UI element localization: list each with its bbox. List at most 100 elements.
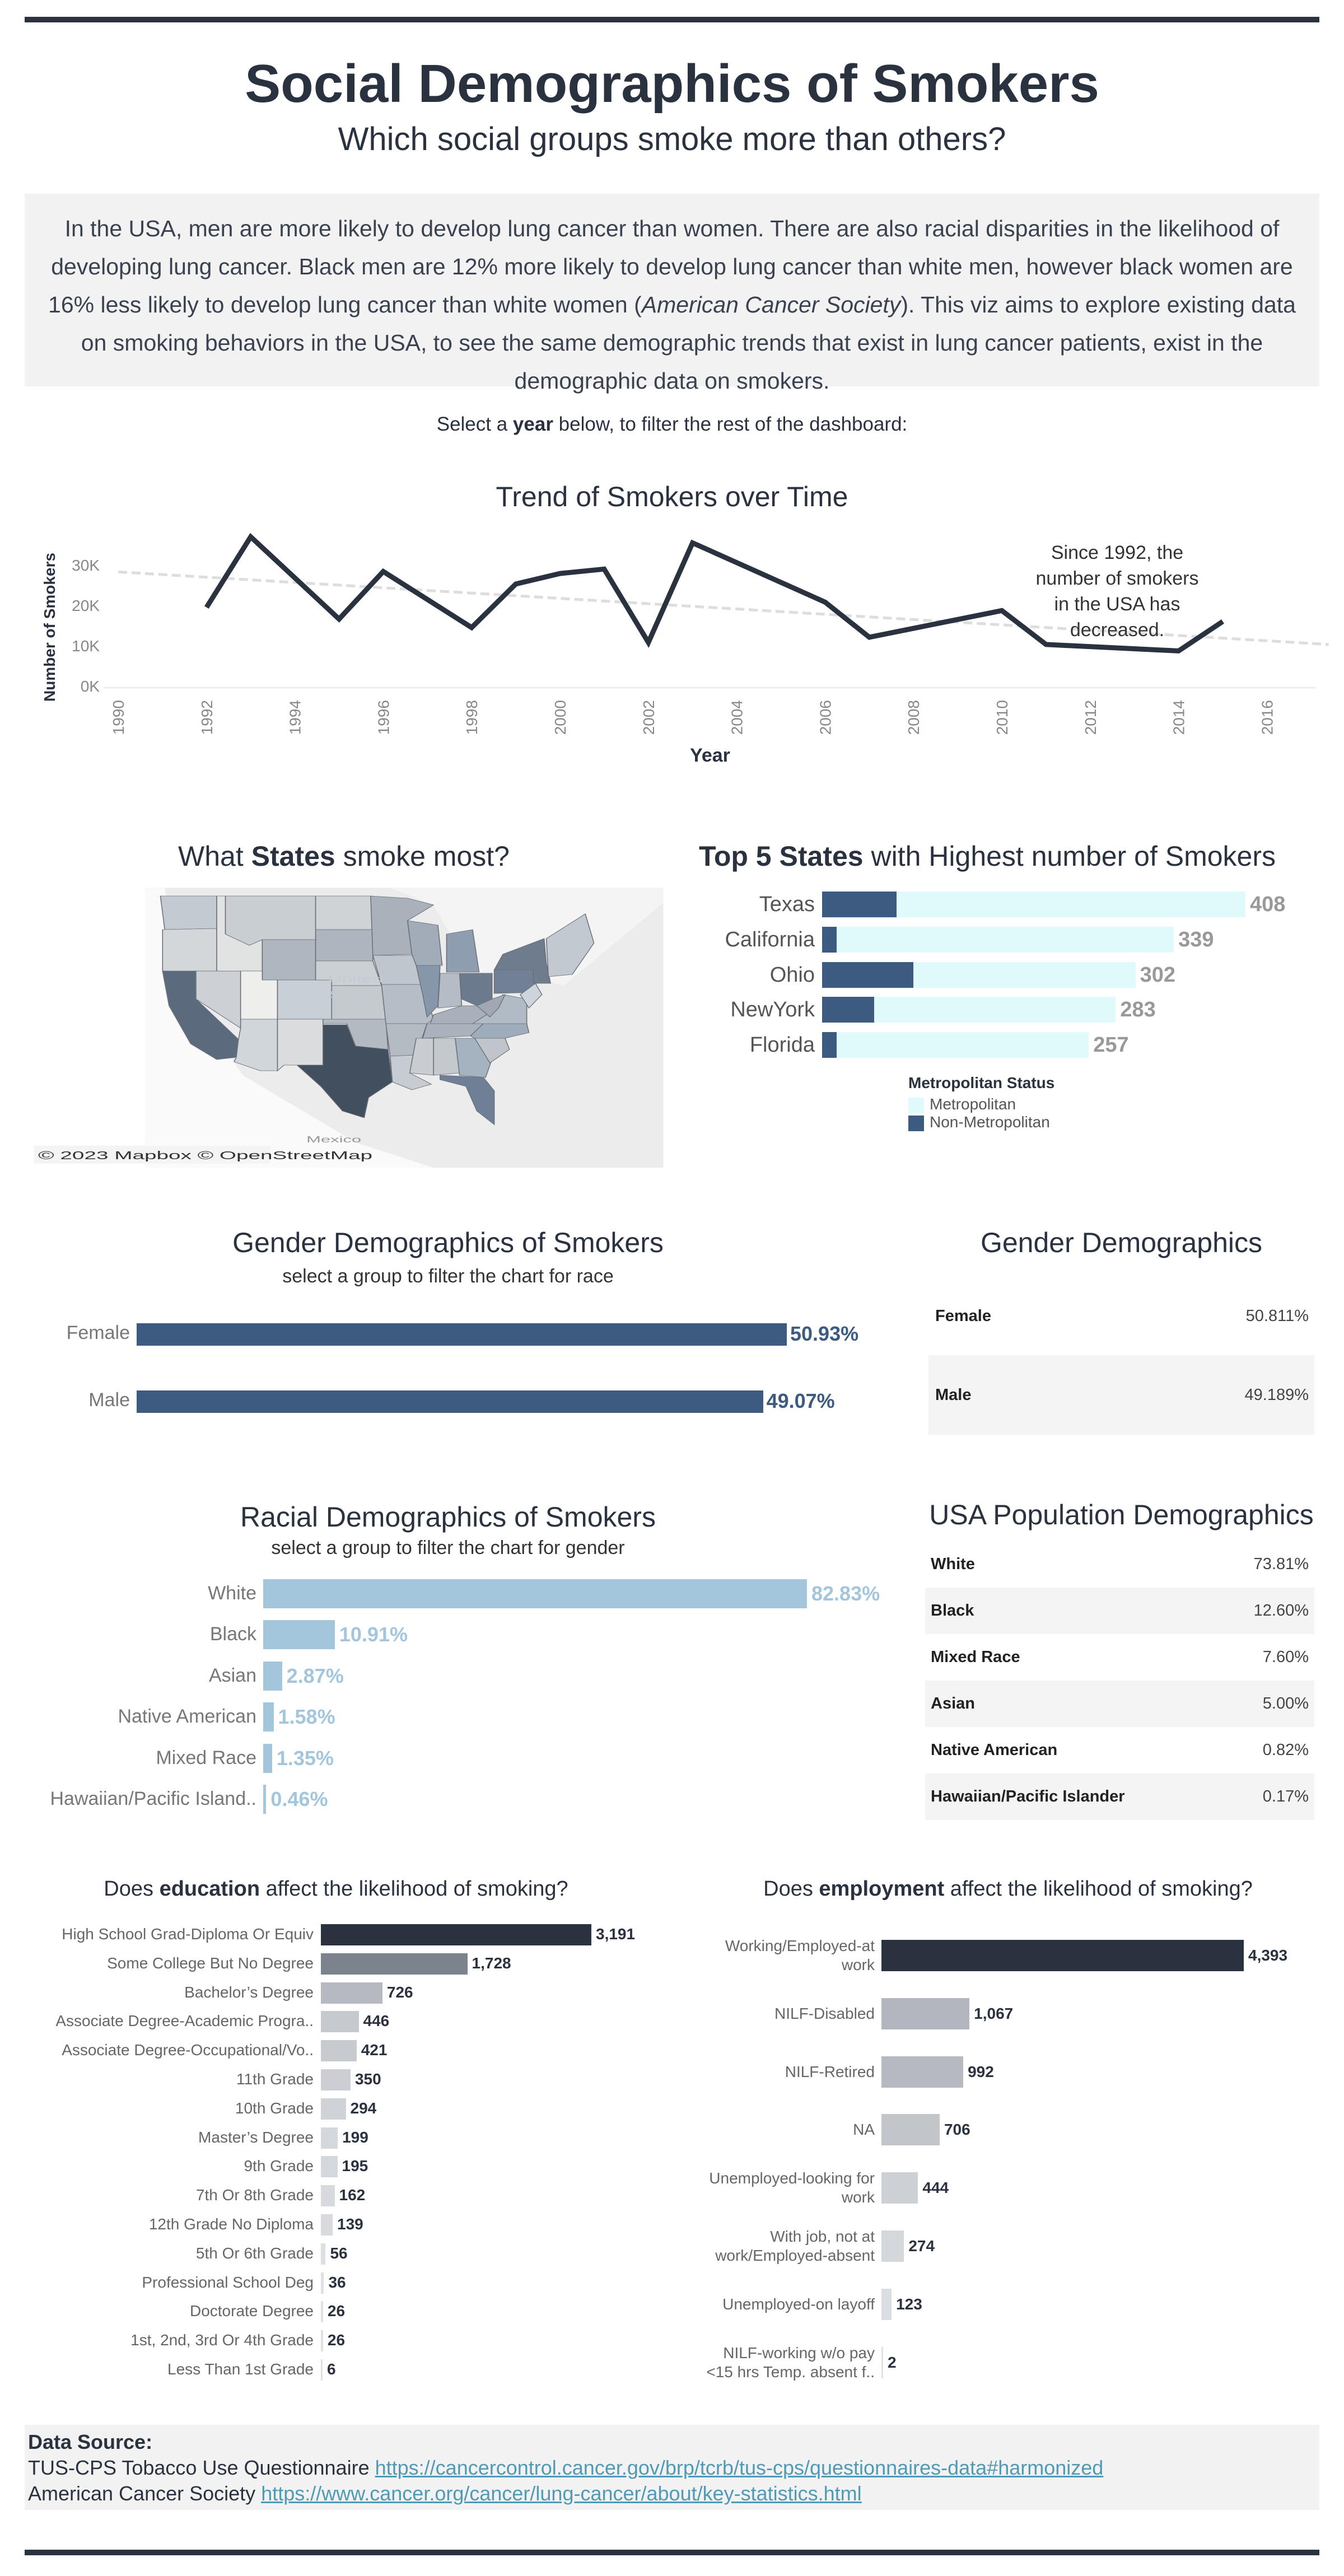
x-tick-label: 2012 <box>1082 700 1099 735</box>
employment-bar[interactable] <box>881 2172 918 2204</box>
source-link[interactable]: https://www.cancer.org/cancer/lung-cance… <box>261 2482 862 2505</box>
state-mi[interactable] <box>446 929 480 973</box>
employment-bar[interactable] <box>881 2346 883 2378</box>
race-bar[interactable] <box>263 1743 272 1773</box>
bar-metropolitan[interactable] <box>897 892 1245 917</box>
employment-bar[interactable] <box>881 2056 964 2088</box>
bar-metropolitan[interactable] <box>836 1032 1089 1058</box>
education-bar[interactable] <box>321 2243 326 2265</box>
source-link[interactable]: https://cancercontrol.cancer.gov/brp/tcr… <box>375 2456 1104 2479</box>
state-mo[interactable] <box>381 984 435 1024</box>
race-bar[interactable] <box>263 1785 267 1814</box>
annotation-line: Since 1992, the <box>1051 542 1183 563</box>
gender-bar[interactable] <box>137 1323 787 1346</box>
state-or[interactable] <box>162 928 217 972</box>
bar-metropolitan[interactable] <box>836 927 1174 953</box>
states-map[interactable]: United States Mexico © 2023 Mapbox © Ope… <box>0 829 672 1176</box>
employment-bar[interactable] <box>881 1940 1244 1971</box>
gender-label: Male <box>88 1389 130 1411</box>
state-ny[interactable] <box>493 938 552 984</box>
education-bar[interactable] <box>321 2272 324 2294</box>
state-wv[interactable] <box>476 994 506 1018</box>
bar-non-metropolitan[interactable] <box>822 997 874 1023</box>
title-bold: education <box>159 1877 260 1901</box>
gender-bar[interactable] <box>137 1390 763 1413</box>
state-nd[interactable] <box>315 895 374 930</box>
data-point[interactable] <box>246 533 255 542</box>
education-bar[interactable] <box>321 2330 323 2352</box>
education-bar[interactable] <box>321 2185 335 2207</box>
data-point[interactable] <box>556 569 564 578</box>
education-bar[interactable] <box>321 2127 338 2149</box>
data-point[interactable] <box>379 567 388 576</box>
data-point[interactable] <box>335 614 344 623</box>
employment-bar[interactable] <box>881 1998 970 2029</box>
education-bar[interactable] <box>321 2214 333 2236</box>
race-value-label: 10.91% <box>339 1623 408 1646</box>
data-point[interactable] <box>1042 640 1051 649</box>
state-il[interactable] <box>416 965 441 1018</box>
race-label: Black <box>209 1623 256 1645</box>
row-key: Asian <box>931 1695 975 1712</box>
data-point[interactable] <box>202 603 211 612</box>
education-bar[interactable] <box>321 2301 323 2323</box>
state-new-england[interactable] <box>545 913 595 977</box>
bar-non-metropolitan[interactable] <box>822 1032 837 1058</box>
employment-bar[interactable] <box>881 2288 892 2320</box>
employment-label: Unemployed-on layoff <box>672 2295 875 2314</box>
race-bar[interactable] <box>263 1620 335 1650</box>
x-tick-label: 1992 <box>198 700 216 735</box>
state-nm[interactable] <box>277 1019 324 1072</box>
state-wa[interactable] <box>160 895 217 930</box>
state-sd[interactable] <box>315 929 374 962</box>
education-bar[interactable] <box>321 2156 338 2178</box>
education-bar[interactable] <box>321 1982 382 2004</box>
education-bar[interactable] <box>321 2069 351 2090</box>
x-tick-label: 2014 <box>1170 700 1188 735</box>
education-bar[interactable] <box>321 1953 468 1975</box>
bar-non-metropolitan[interactable] <box>822 962 914 988</box>
data-point[interactable] <box>865 633 874 642</box>
data-point[interactable] <box>467 623 476 632</box>
data-point[interactable] <box>820 598 829 606</box>
bar-non-metropolitan[interactable] <box>822 927 837 953</box>
data-point[interactable] <box>644 638 653 647</box>
data-point[interactable] <box>1219 617 1228 626</box>
education-bar[interactable] <box>321 2040 357 2062</box>
race-bar[interactable] <box>263 1661 282 1691</box>
row-value: 0.17% <box>1262 1788 1309 1805</box>
education-bar[interactable] <box>321 2011 359 2033</box>
bar-metropolitan[interactable] <box>913 962 1136 988</box>
education-bar[interactable] <box>321 1924 591 1945</box>
label-line: work <box>841 1956 875 1973</box>
state-wy[interactable] <box>262 939 316 981</box>
education-bar[interactable] <box>321 2359 323 2381</box>
race-value-label: 1.35% <box>276 1746 334 1770</box>
state-in[interactable] <box>437 973 463 1009</box>
education-bar[interactable] <box>321 2098 346 2120</box>
employment-bar[interactable] <box>881 2230 904 2262</box>
source-name: TUS-CPS Tobacco Use Questionnaire <box>28 2456 370 2479</box>
gender-table-row: Male 49.189% <box>928 1355 1314 1435</box>
bar-metropolitan[interactable] <box>874 997 1116 1023</box>
state-fl[interactable] <box>440 1075 495 1126</box>
map-attribution[interactable]: © 2023 Mapbox © OpenStreetMap <box>38 1149 372 1162</box>
state-tx[interactable] <box>296 1024 393 1118</box>
state-az[interactable] <box>234 1019 278 1071</box>
bar-non-metropolitan[interactable] <box>822 892 897 917</box>
data-point[interactable] <box>511 580 520 589</box>
race-bar[interactable] <box>263 1702 274 1732</box>
race-bar[interactable] <box>263 1579 807 1608</box>
data-point[interactable] <box>688 538 697 547</box>
data-point[interactable] <box>1174 646 1183 655</box>
state-label: Ohio <box>769 963 815 987</box>
state-nj-md[interactable] <box>520 983 543 1009</box>
data-point[interactable] <box>600 564 609 573</box>
data-point[interactable] <box>997 606 1006 615</box>
employment-bar[interactable] <box>881 2114 940 2146</box>
state-co[interactable] <box>277 979 333 1020</box>
legend-item-metropolitan[interactable]: Metropolitan <box>908 1095 1054 1113</box>
state-mt[interactable] <box>225 895 316 946</box>
trend-chart[interactable]: 0K 10K 20K 30K 1990 1992 1994 1996 1998 2000 2002 2… <box>0 459 1344 773</box>
legend-item-non-metropolitan[interactable]: Non-Metropolitan <box>908 1113 1054 1131</box>
